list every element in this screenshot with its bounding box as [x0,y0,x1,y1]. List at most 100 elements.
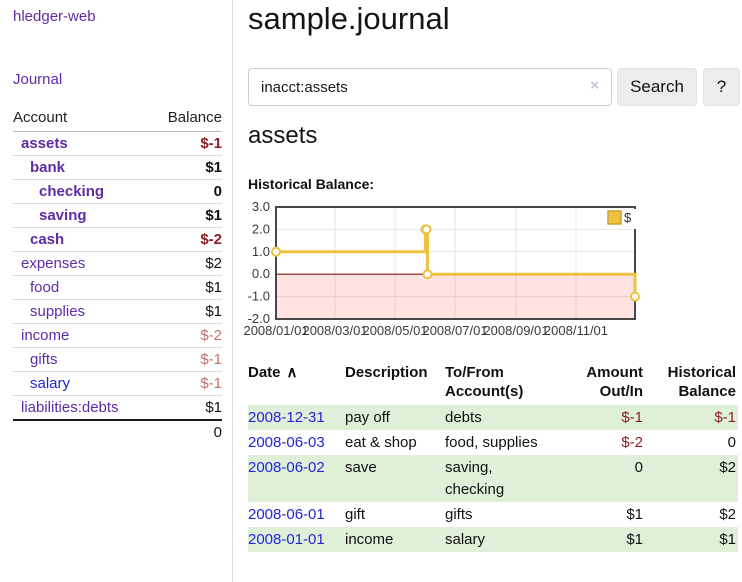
svg-text:-1.0: -1.0 [248,289,270,304]
account-balance: $1 [205,279,222,296]
sidebar-item-journal[interactable]: Journal [13,71,63,88]
account-row: supplies $1 [13,300,222,324]
account-link[interactable]: cash [30,231,65,248]
svg-text:$: $ [624,210,632,225]
register-header-accounts: To/From Account(s) [445,364,524,400]
txn-amount: $1 [626,506,643,523]
account-balance: $1 [205,303,222,320]
txn-accounts: food, supplies [445,434,538,451]
register-table-body: 2008-12-31 pay off debts $-1 $-1 2008-06-03 ea… [248,405,738,552]
account-balance: $1 [205,207,222,224]
account-balance: $2 [205,255,222,272]
txn-description: eat & shop [345,434,417,451]
register-header-amount: Amount Out/In [586,364,643,400]
register-header-row: Date ∧ Description To/From Account(s) Amo… [248,360,738,405]
txn-balance: $2 [719,506,736,523]
account-balance: $1 [205,159,222,176]
clear-search-icon[interactable]: × [590,77,599,94]
balance-column-header: Balance [167,109,222,126]
account-link[interactable]: gifts [30,351,58,368]
account-row: food $1 [13,276,222,300]
search-form: × Search ? [248,68,740,106]
chart-title: Historical Balance: [248,176,375,192]
brand-link[interactable]: hledger-web [13,8,96,25]
svg-text:2008/07/01: 2008/07/01 [422,323,487,338]
account-balance: $-2 [200,231,222,248]
txn-date-link[interactable]: 2008-01-01 [248,531,325,548]
txn-date-link[interactable]: 2008-06-01 [248,506,325,523]
svg-text:-2.0: -2.0 [248,311,270,326]
chart-legend: $ [603,209,640,229]
account-link[interactable]: supplies [30,303,86,320]
account-row: expenses $2 [13,252,222,276]
register-table: Date ∧ Description To/From Account(s) Amo… [248,360,738,552]
svg-text:2008/11/01: 2008/11/01 [544,323,608,338]
txn-description: save [345,459,377,476]
register-row: 2008-06-01 gift gifts $1 $2 [248,502,738,527]
date-header-label: Date [248,364,281,381]
search-button[interactable]: Search [617,68,697,106]
account-row: saving $1 [13,204,222,228]
account-balance: 0 [213,183,222,200]
txn-description: gift [345,506,366,523]
account-row: assets $-1 [13,132,222,156]
account-row: gifts $-1 [13,348,222,372]
accounts-total: 0 [13,419,222,445]
txn-balance: $2 [719,459,736,476]
txn-amount: 0 [634,459,643,476]
txn-amount: $-2 [621,434,643,451]
txn-description: pay off [345,409,390,426]
account-row: checking 0 [13,180,222,204]
sort-asc-icon: ∧ [286,364,298,381]
search-input[interactable] [248,68,612,106]
register-header-description: Description [345,364,428,381]
main-content: sample.journal × Search ? assets Histori… [243,0,742,582]
account-link[interactable]: saving [39,207,87,224]
account-link[interactable]: expenses [21,255,86,272]
txn-accounts: debts [445,409,482,426]
account-balance: $-1 [200,375,222,392]
txn-accounts: gifts [445,506,473,523]
txn-balance: $-1 [714,409,736,426]
svg-text:2008/01/01: 2008/01/01 [243,323,308,338]
register-row: 2008-01-01 income salary $1 $1 [248,527,738,552]
accounts-table-body: assets $-1 bank $1 checking 0 saving $1 cash $-2 e… [13,132,222,419]
account-link[interactable]: income [21,327,70,344]
txn-date-link[interactable]: 2008-06-03 [248,434,325,451]
account-balance: $-2 [200,327,222,344]
account-row: income $-2 [13,324,222,348]
accounts-table: Account Balance assets $-1 bank $1 checking 0… [13,109,222,445]
help-button[interactable]: ? [703,68,740,106]
sidebar: hledger-web Journal Account Balance asse… [0,0,233,582]
register-row: 2008-06-03 eat & shop food, supplies $-2 0 [248,430,738,455]
txn-date-link[interactable]: 2008-06-02 [248,459,325,476]
txn-accounts: saving, checking [445,459,505,498]
register-row: 2008-12-31 pay off debts $-1 $-1 [248,405,738,430]
txn-balance: 0 [727,434,736,451]
account-link[interactable]: assets [21,135,68,152]
txn-description: income [345,531,394,548]
historical-balance-chart: $3.0 2.0 1.0 0.0 -1.0 -2.0 2008/01/01 2008/03/0… [243,199,742,344]
register-header-date[interactable]: Date ∧ [248,360,345,405]
txn-balance: $1 [719,531,736,548]
svg-text:2008/09/01: 2008/09/01 [483,323,548,338]
svg-text:0.0: 0.0 [252,266,270,281]
svg-text:2008/03/01: 2008/03/01 [302,323,367,338]
account-link[interactable]: bank [30,159,66,176]
account-link[interactable]: checking [39,183,105,200]
account-row: liabilities:debts $1 [13,396,222,419]
page-title: sample.journal [248,1,450,36]
txn-amount: $1 [626,531,643,548]
account-link[interactable]: liabilities:debts [21,399,119,416]
account-link[interactable]: food [30,279,60,296]
account-row: bank $1 [13,156,222,180]
txn-date-link[interactable]: 2008-12-31 [248,409,325,426]
svg-text:2.0: 2.0 [252,221,270,236]
svg-text:1.0: 1.0 [252,244,270,259]
account-link[interactable]: salary [30,375,71,392]
svg-text:2008/05/01: 2008/05/01 [362,323,427,338]
account-heading: assets [248,122,318,149]
account-balance: $-1 [200,351,222,368]
account-row: salary $-1 [13,372,222,396]
txn-accounts: salary [445,531,486,548]
